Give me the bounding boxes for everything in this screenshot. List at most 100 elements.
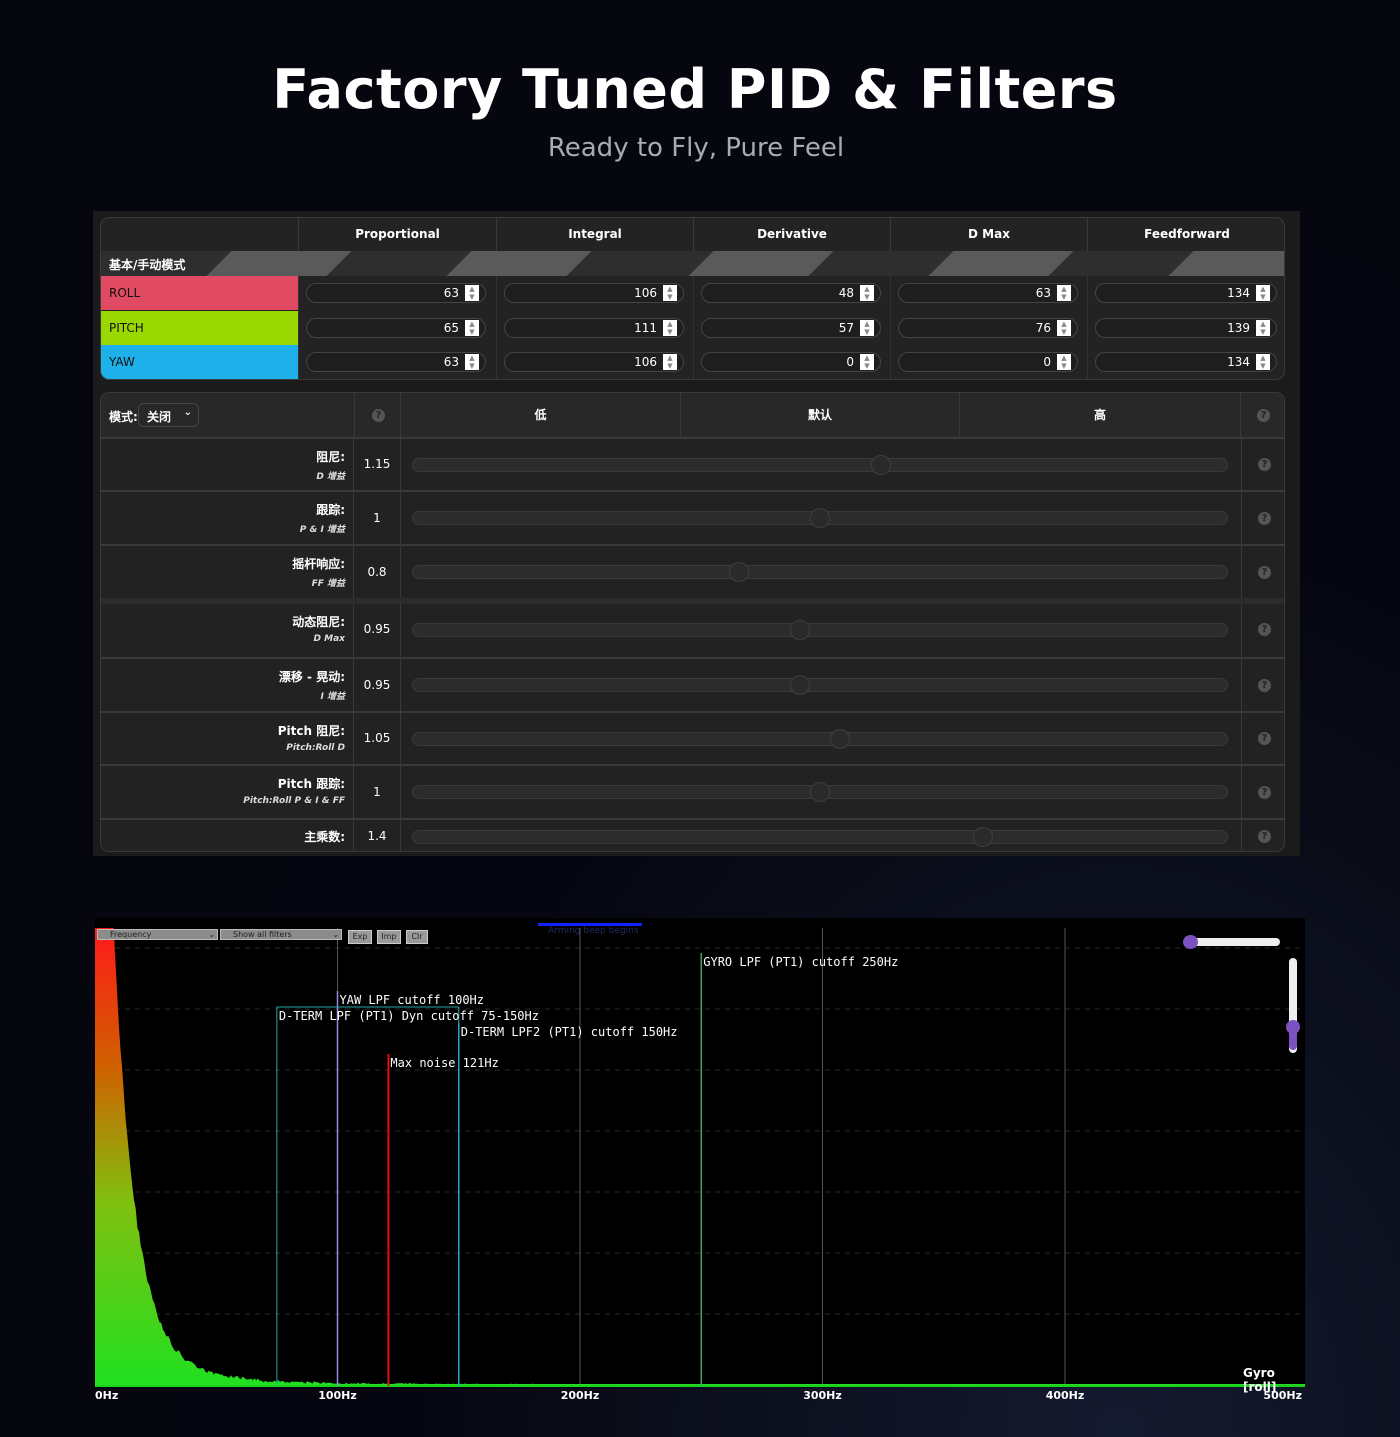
chevron-down-icon: ⌄ (208, 930, 215, 939)
slider-table: 模式: 关闭 ⌄ ? 低 默认 高 ? 阻尼: D 增益 1.15 ? 跟踪: P &… (100, 392, 1285, 852)
pid-input[interactable]: 63 ▲ ▼ (898, 283, 1078, 303)
spinner-icon[interactable]: ▲ ▼ (1057, 354, 1071, 370)
pid-value: 63 (1036, 286, 1051, 300)
slider-thumb[interactable] (830, 729, 850, 749)
col-derivative: Derivative (693, 218, 890, 251)
slider-label: 动态阻尼: D Max (101, 604, 354, 657)
tuning-slider[interactable] (412, 565, 1228, 579)
slider-row: 动态阻尼: D Max 0.95 ? (101, 598, 1285, 657)
spinner-icon[interactable]: ▲ ▼ (860, 320, 874, 336)
pid-input[interactable]: 63 ▲ ▼ (306, 283, 486, 303)
filter-select[interactable]: Show all filters ⌄ (220, 929, 342, 940)
slider-value: 1.05 (354, 713, 401, 764)
help-icon[interactable]: ? (1258, 732, 1271, 745)
filter-marker-label: D-TERM LPF2 (PT1) cutoff 150Hz (461, 1025, 678, 1039)
tuning-slider[interactable] (412, 623, 1228, 637)
select-value: Show all filters (233, 930, 292, 939)
slider-title: 跟踪: (101, 501, 345, 518)
slider-thumb[interactable] (810, 782, 830, 802)
pid-input[interactable]: 57 ▲ ▼ (701, 318, 881, 338)
pid-input[interactable]: 0 ▲ ▼ (701, 352, 881, 372)
help-icon[interactable]: ? (1258, 458, 1271, 471)
slider-label: 阻尼: D 增益 (101, 439, 354, 490)
slider-subtitle: Pitch:Roll D (101, 743, 345, 753)
help-icon[interactable]: ? (1258, 679, 1271, 692)
slider-subtitle: D Max (101, 634, 345, 644)
pid-input[interactable]: 65 ▲ ▼ (306, 318, 486, 338)
pid-input[interactable]: 134 ▲ ▼ (1095, 283, 1277, 303)
spinner-icon[interactable]: ▲ ▼ (663, 320, 677, 336)
pid-value: 106 (634, 286, 657, 300)
slider-thumb[interactable] (973, 827, 993, 847)
tuning-slider[interactable] (412, 458, 1228, 472)
mode-select[interactable]: 关闭 ⌄ (138, 403, 199, 427)
slider-thumb[interactable] (790, 675, 810, 695)
spinner-icon[interactable]: ▲ ▼ (1256, 354, 1270, 370)
pid-input[interactable]: 48 ▲ ▼ (701, 283, 881, 303)
help-icon[interactable]: ? (1258, 512, 1271, 525)
tuning-slider[interactable] (412, 678, 1228, 692)
slider-label: 漂移 - 晃动: I 增益 (101, 659, 354, 711)
analyser-mode-select[interactable]: Frequency ⌄ (97, 929, 218, 940)
pid-input[interactable]: 111 ▲ ▼ (504, 318, 684, 338)
spinner-icon[interactable]: ▲ ▼ (1057, 320, 1071, 336)
pid-value: 0 (1043, 355, 1051, 369)
help-icon[interactable]: ? (1257, 409, 1270, 422)
slider-value: 0.95 (354, 604, 401, 657)
slider-title: 阻尼: (101, 448, 345, 465)
spinner-icon[interactable]: ▲ ▼ (465, 285, 479, 301)
pid-input[interactable]: 134 ▲ ▼ (1095, 352, 1277, 372)
slider-title: 漂移 - 晃动: (101, 668, 345, 685)
slider-thumb[interactable] (810, 508, 830, 528)
slider-thumb[interactable] (871, 455, 891, 475)
pid-input[interactable]: 139 ▲ ▼ (1095, 318, 1277, 338)
spinner-icon[interactable]: ▲ ▼ (1256, 320, 1270, 336)
help-icon[interactable]: ? (1258, 786, 1271, 799)
help-icon[interactable]: ? (1258, 623, 1271, 636)
tuning-slider[interactable] (412, 732, 1228, 746)
slider-thumb[interactable] (790, 620, 810, 640)
help-icon[interactable]: ? (1258, 830, 1271, 843)
chevron-down-icon: ⌄ (184, 407, 192, 418)
filter-marker-label: D-TERM LPF (PT1) Dyn cutoff 75-150Hz (279, 1009, 539, 1023)
spinner-icon[interactable]: ▲ ▼ (663, 354, 677, 370)
slider-header: 模式: 关闭 ⌄ ? 低 默认 高 ? (101, 393, 1285, 437)
pid-value: 63 (444, 355, 459, 369)
mode-label: 基本/手动模式 (109, 256, 185, 273)
slider-subtitle: FF 增益 (101, 576, 345, 589)
pid-input[interactable]: 106 ▲ ▼ (504, 283, 684, 303)
clear-button[interactable]: Clr (406, 930, 428, 944)
tuning-slider[interactable] (412, 511, 1228, 525)
pid-input[interactable]: 63 ▲ ▼ (306, 352, 486, 372)
tuning-slider[interactable] (412, 785, 1228, 799)
slider-title: Pitch 阻尼: (101, 722, 345, 739)
spinner-icon[interactable]: ▲ ▼ (465, 354, 479, 370)
zoom-slider-horizontal[interactable] (1185, 938, 1280, 946)
filter-marker-label: GYRO LPF (PT1) cutoff 250Hz (703, 955, 898, 969)
spinner-icon[interactable]: ▲ ▼ (465, 320, 479, 336)
pid-input[interactable]: 0 ▲ ▼ (898, 352, 1078, 372)
slider-value: 0.8 (354, 546, 401, 598)
pid-input[interactable]: 106 ▲ ▼ (504, 352, 684, 372)
zoom-slider-vertical[interactable] (1289, 958, 1297, 1053)
spinner-icon[interactable]: ▲ ▼ (1256, 285, 1270, 301)
export-button[interactable]: Exp (348, 930, 372, 944)
mode-value: 关闭 (147, 410, 171, 424)
spinner-icon[interactable]: ▲ ▼ (663, 285, 677, 301)
help-icon[interactable]: ? (1258, 566, 1271, 579)
slider-value: 1 (354, 766, 401, 818)
import-button[interactable]: Imp (377, 930, 401, 944)
spinner-icon[interactable]: ▲ ▼ (1057, 285, 1071, 301)
mode-subheader: 基本/手动模式 (101, 251, 1285, 276)
pid-value: 134 (1227, 286, 1250, 300)
pid-value: 48 (839, 286, 854, 300)
tuning-slider[interactable] (412, 830, 1228, 844)
spinner-icon[interactable]: ▲ ▼ (860, 354, 874, 370)
axis-yaw: YAW (101, 345, 298, 379)
help-icon[interactable]: ? (372, 409, 385, 422)
pid-input[interactable]: 76 ▲ ▼ (898, 318, 1078, 338)
slider-subtitle: D 增益 (101, 469, 345, 482)
spinner-icon[interactable]: ▲ ▼ (860, 285, 874, 301)
slider-value: 1.4 (354, 820, 401, 852)
slider-thumb[interactable] (729, 562, 749, 582)
